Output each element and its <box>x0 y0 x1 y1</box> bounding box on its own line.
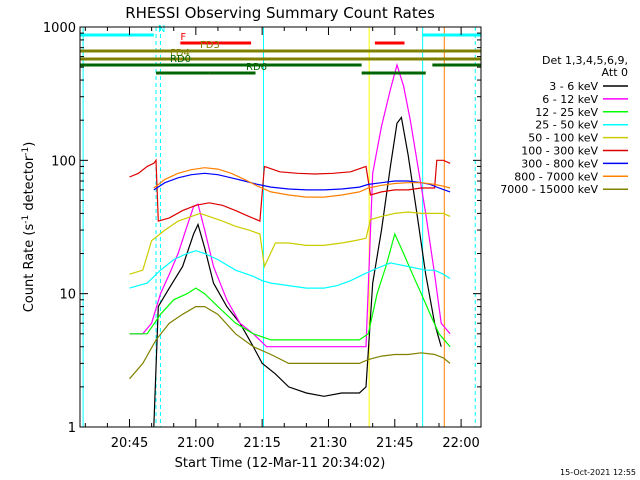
legend-label: 12 - 25 keV <box>535 106 598 119</box>
x-axis-label: Start Time (12-Mar-11 20:34:02) <box>175 456 386 471</box>
y-axis-label: Count Rate (s-1 detector-1) <box>21 142 37 313</box>
flag-bar-label: RD6 <box>246 62 267 73</box>
y-tick-label: 1000 <box>43 21 76 36</box>
chart-title: RHESSI Observing Summary Count Rates <box>125 4 435 22</box>
legend-header: Att 0 <box>602 66 628 79</box>
y-tick-label: 100 <box>51 154 76 169</box>
legend-label: 300 - 800 keV <box>521 157 598 170</box>
x-axis-ticks: 20:45 21:00 21:15 21:30 21:45 22:00 <box>84 27 480 451</box>
timestamp: 15-Oct-2021 12:55 <box>560 468 636 477</box>
series-line <box>129 232 451 348</box>
legend-label: 25 - 50 keV <box>535 119 598 132</box>
legend-label: 6 - 12 keV <box>542 93 598 106</box>
series-line <box>153 115 442 428</box>
series-line <box>129 62 451 348</box>
series-line <box>129 211 451 275</box>
x-tick-label: 21:15 <box>243 436 280 451</box>
series-line <box>153 167 451 198</box>
x-tick-label: 22:00 <box>442 436 479 451</box>
legend-label: 7000 - 15000 keV <box>500 183 598 196</box>
series-line <box>153 172 451 193</box>
x-tick-label: 20:45 <box>111 436 148 451</box>
series-line <box>129 158 451 222</box>
flag-bar-label: F <box>180 32 186 43</box>
y-tick-label: 1 <box>68 421 76 436</box>
legend-label: 50 - 100 keV <box>528 132 598 145</box>
y-axis-ticks: 1 10 100 1000 <box>43 21 481 436</box>
flag-bar-label: FD3 <box>200 40 220 51</box>
y-tick-label: 10 <box>59 288 76 303</box>
flag-bar-label: FD4 <box>170 48 190 59</box>
legend-label: 800 - 7000 keV <box>514 170 598 183</box>
flag-bar-label: RD0 <box>170 54 191 65</box>
legend-header: Det 1,3,4,5,6,9, <box>542 54 628 67</box>
series-line <box>129 250 451 289</box>
series-line <box>129 306 451 380</box>
x-tick-label: 21:00 <box>177 436 214 451</box>
plot-frame <box>79 26 482 428</box>
x-tick-label: 21:30 <box>310 436 347 451</box>
legend-label: 100 - 300 keV <box>521 145 598 158</box>
x-tick-label: 21:45 <box>376 436 413 451</box>
flag-bar-label: N <box>158 24 165 35</box>
legend-label: 3 - 6 keV <box>549 80 598 93</box>
